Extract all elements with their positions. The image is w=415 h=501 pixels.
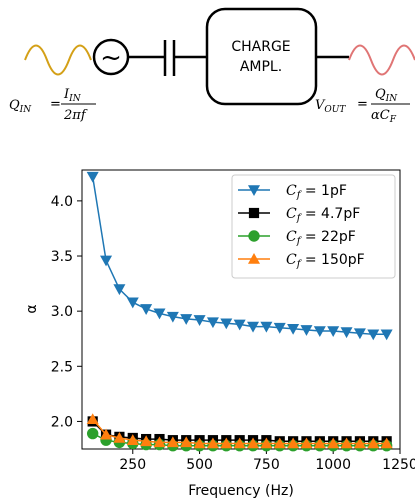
data-point bbox=[260, 321, 273, 333]
data-point bbox=[353, 437, 366, 449]
output-sine-wave-icon bbox=[348, 44, 415, 76]
svg-text:QIN: QIN bbox=[9, 98, 32, 115]
series-1 bbox=[86, 171, 393, 341]
y-axis-label: α bbox=[24, 304, 40, 313]
legend-entry: Cf = 1pF bbox=[238, 183, 347, 201]
data-point bbox=[180, 436, 193, 448]
data-point bbox=[273, 437, 286, 449]
x-tick-label: 750 bbox=[253, 457, 280, 473]
x-axis-label: Frequency (Hz) bbox=[188, 483, 294, 499]
data-point bbox=[180, 314, 193, 325]
output-voltage-equation: VOUT = QIN αCF bbox=[315, 87, 410, 125]
data-point bbox=[153, 308, 166, 320]
series-layer bbox=[86, 171, 393, 452]
y-tick-label: 3.0 bbox=[51, 304, 73, 320]
x-tick-label: 500 bbox=[186, 457, 213, 473]
data-point bbox=[287, 437, 300, 449]
data-point bbox=[353, 328, 366, 340]
y-tick-label: 3.5 bbox=[51, 249, 73, 265]
data-point bbox=[273, 322, 286, 334]
legend-entry: Cf = 4.7pF bbox=[238, 206, 360, 224]
signal-chain-diagram: ~ CHARGE AMPL. QIN = IIN 2πf VOUT = Q bbox=[9, 7, 415, 125]
alpha-vs-frequency-chart: 250 500 750 1000 1250 2.0 2.5 3.0 3.5 4.0 Freque… bbox=[24, 169, 415, 499]
data-point bbox=[367, 437, 380, 449]
data-point bbox=[300, 437, 313, 449]
data-point bbox=[126, 297, 139, 309]
x-tick-label: 250 bbox=[119, 457, 146, 473]
data-point bbox=[113, 431, 126, 443]
y-axis-ticks: 2.0 2.5 3.0 3.5 4.0 bbox=[51, 194, 82, 430]
data-point bbox=[140, 304, 153, 315]
data-point bbox=[340, 437, 353, 449]
x-tick-label: 1000 bbox=[315, 457, 351, 473]
data-point bbox=[100, 255, 113, 267]
data-point bbox=[327, 437, 340, 449]
data-point bbox=[113, 284, 126, 296]
data-point bbox=[247, 321, 260, 333]
data-point bbox=[193, 437, 206, 449]
y-tick-label: 2.5 bbox=[51, 359, 73, 375]
data-point bbox=[206, 437, 219, 449]
charge-amplifier-block bbox=[205, 7, 318, 106]
data-point bbox=[193, 315, 206, 326]
data-point bbox=[126, 434, 139, 445]
svg-text:IIN: IIN bbox=[63, 87, 82, 104]
legend-entry: Cf = 22pF bbox=[238, 229, 356, 247]
y-tick-label: 4.0 bbox=[51, 194, 73, 210]
data-point bbox=[313, 437, 326, 449]
data-point bbox=[287, 323, 300, 335]
legend-label: Cf = 150pF bbox=[286, 252, 365, 270]
data-point bbox=[260, 437, 273, 449]
legend-label: Cf = 4.7pF bbox=[286, 206, 360, 224]
y-tick-label: 2.0 bbox=[51, 414, 73, 430]
data-point bbox=[220, 437, 233, 449]
data-point bbox=[86, 413, 99, 425]
ac-source-symbol: ~ bbox=[100, 43, 122, 73]
data-point bbox=[340, 327, 353, 339]
data-point bbox=[166, 436, 179, 448]
legend-entry: Cf = 150pF bbox=[238, 252, 365, 270]
svg-text:=: = bbox=[50, 97, 61, 112]
data-point bbox=[140, 435, 153, 447]
legend-marker bbox=[248, 230, 260, 242]
input-charge-equation: QIN = IIN 2πf bbox=[9, 87, 96, 123]
legend-marker bbox=[248, 185, 260, 196]
data-point bbox=[327, 326, 340, 338]
series-4 bbox=[86, 413, 393, 449]
legend: Cf = 1pF Cf = 4.7pF Cf = 22pF Cf = 150pF bbox=[231, 174, 396, 279]
input-sine-wave-icon bbox=[24, 44, 92, 76]
legend-marker bbox=[248, 207, 260, 219]
data-point bbox=[380, 437, 393, 449]
svg-text:2πf: 2πf bbox=[63, 108, 88, 123]
data-point bbox=[166, 311, 179, 323]
data-point bbox=[380, 329, 393, 341]
svg-text:αCF: αCF bbox=[371, 108, 397, 125]
legend-box bbox=[231, 174, 396, 279]
x-axis-ticks: 250 500 750 1000 1250 bbox=[119, 449, 415, 473]
data-point bbox=[313, 326, 326, 338]
data-point bbox=[100, 428, 113, 440]
capacitor-icon bbox=[163, 40, 176, 76]
data-point bbox=[206, 317, 219, 329]
data-point bbox=[367, 329, 380, 341]
data-point bbox=[86, 427, 99, 440]
amplifier-label-line2: AMPL. bbox=[240, 59, 282, 75]
svg-text:QIN: QIN bbox=[375, 87, 398, 104]
data-point bbox=[220, 318, 233, 330]
x-tick-label: 1250 bbox=[382, 457, 415, 473]
data-point bbox=[247, 437, 260, 449]
data-point bbox=[86, 171, 99, 183]
svg-text:VOUT: VOUT bbox=[315, 98, 346, 115]
legend-label: Cf = 22pF bbox=[286, 229, 356, 247]
data-point bbox=[233, 437, 246, 449]
data-point bbox=[300, 325, 313, 336]
data-point bbox=[233, 319, 246, 331]
data-point bbox=[153, 436, 166, 448]
svg-text:=: = bbox=[357, 97, 368, 112]
amplifier-label-line1: CHARGE bbox=[231, 39, 290, 55]
legend-label: Cf = 1pF bbox=[286, 183, 347, 201]
legend-marker bbox=[248, 253, 260, 264]
